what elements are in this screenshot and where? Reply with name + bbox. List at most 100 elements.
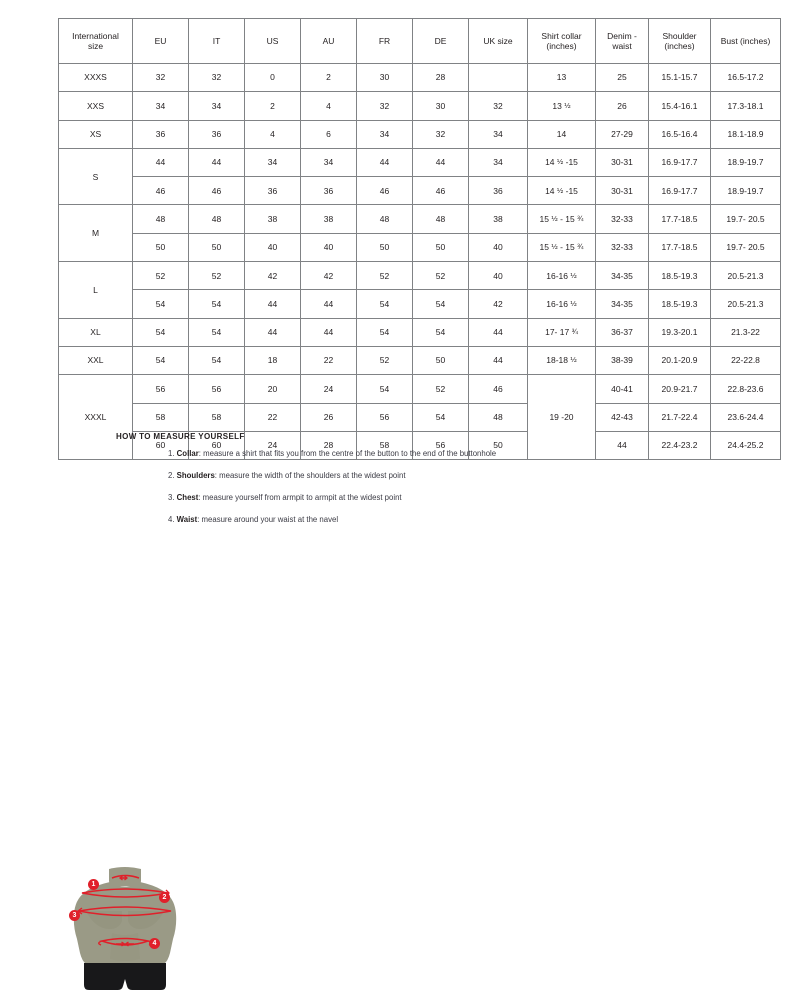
column-header-de: DE: [412, 18, 469, 64]
table-row: XL 54 54 44 44 54 54 44 17- 17 ¾ 36-37 19.3-20.1 21…: [58, 317, 781, 347]
cell-denim-waist: 36-37: [595, 317, 649, 347]
cell-uk-size: 34: [468, 119, 528, 149]
cell-it: 54: [188, 317, 245, 347]
cell-international-size: XXXS: [58, 62, 133, 93]
cell-shoulder: 16.5-16.4: [648, 119, 711, 149]
column-header-us: US: [244, 18, 301, 64]
cell-it: 54: [188, 345, 245, 376]
cell-fr: 58: [356, 430, 413, 461]
cell-shoulder: 21.7-22.4: [648, 402, 711, 432]
cell-fr: 50: [356, 232, 413, 263]
cell-fr: 30: [356, 62, 413, 93]
column-header-au: AU: [300, 18, 357, 64]
cell-shoulder: 17.7-18.5: [648, 204, 711, 234]
cell-us: 36: [244, 176, 301, 206]
how-to-measure-section: HOW TO MEASURE YOURSELF: [0, 424, 787, 990]
cell-fr: 54: [356, 317, 413, 347]
column-header-bust: Bust (inches): [710, 18, 781, 64]
cell-denim-waist: 40-41: [595, 374, 649, 404]
cell-eu: 58: [132, 402, 189, 432]
cell-de: 50: [412, 345, 469, 376]
cell-eu: 54: [132, 317, 189, 347]
cell-bust: 21.3-22: [710, 317, 781, 347]
cell-uk-size: 38: [468, 204, 528, 234]
cell-denim-waist: 26: [595, 91, 649, 121]
size-chart-table-container: International size EU IT US AU FR DE UK …: [58, 18, 781, 461]
mannequin-illustration: [62, 867, 188, 990]
cell-denim-waist: 30-31: [595, 147, 649, 178]
measure-number: 3.: [168, 493, 177, 503]
cell-us: 34: [244, 147, 301, 178]
badge-1-collar: 1: [88, 879, 99, 890]
measure-label: Waist: [176, 515, 198, 525]
cell-bust: 18.1-18.9: [710, 119, 781, 149]
cell-us: 44: [244, 317, 301, 347]
cell-au: 6: [300, 119, 357, 149]
cell-shoulder: 19.3-20.1: [648, 317, 711, 347]
table-row: S 44 44 34 34 44 44 34 14 ½ -15 30-31 16.9-17.7 18.…: [58, 147, 781, 206]
cell-de: 44: [412, 147, 469, 178]
cell-uk-size: 48: [468, 402, 528, 432]
cell-uk-size: 44: [468, 345, 528, 376]
cell-shirt-collar: 16-16 ½: [527, 289, 596, 319]
cell-eu: 50: [132, 232, 189, 263]
cell-fr: 46: [356, 176, 413, 206]
cell-bust: 17.3-18.1: [710, 91, 781, 121]
table-row: XXS 34 34 2 4 32 30 32 13 ½ 26 15.4-16.1 17.3-18.1: [58, 91, 781, 121]
cell-au: 2: [300, 62, 357, 93]
table-row: XXL 54 54 18 22 52 50 44 18-18 ½ 38-39 20.1-20.9 22…: [58, 345, 781, 376]
cell-shoulder: 20.9-21.7: [648, 374, 711, 404]
cell-au: 44: [300, 317, 357, 347]
cell-au: 26: [300, 402, 357, 432]
cell-it: 54: [188, 289, 245, 319]
measure-instruction-2: 2. Shoulders: measure the width of the s…: [168, 471, 728, 481]
cell-fr: 48: [356, 204, 413, 234]
cell-de: 54: [412, 317, 469, 347]
cell-shirt-collar: 16-16 ½: [527, 261, 596, 291]
cell-shirt-collar: 17- 17 ¾: [527, 317, 596, 347]
cell-eu: 52: [132, 261, 189, 291]
cell-us: 4: [244, 119, 301, 149]
cell-eu: 60: [132, 430, 189, 461]
cell-shoulder: 15.4-16.1: [648, 91, 711, 121]
cell-eu: 34: [132, 91, 189, 121]
cell-bust: 20.5-21.3: [710, 289, 781, 319]
cell-de: 32: [412, 119, 469, 149]
cell-it: 50: [188, 232, 245, 263]
size-chart-table: International size EU IT US AU FR DE UK …: [58, 18, 781, 461]
cell-de: 54: [412, 289, 469, 319]
cell-denim-waist: 27-29: [595, 119, 649, 149]
cell-shirt-collar: 13 ½: [527, 91, 596, 121]
cell-uk-size: 40: [468, 232, 528, 263]
cell-fr: 52: [356, 345, 413, 376]
cell-international-size: XXXL: [58, 374, 133, 461]
measure-number: 1.: [168, 449, 177, 458]
table-row: XS 36 36 4 6 34 32 34 14 27-29 16.5-16.4 18.1-18.9: [58, 119, 781, 149]
cell-shoulder: 16.9-17.7: [648, 147, 711, 178]
column-header-denim-waist: Denim - waist: [595, 18, 649, 64]
column-header-shirt-collar: Shirt collar (inches): [527, 18, 596, 64]
cell-au: 4: [300, 91, 357, 121]
cell-eu: 48: [132, 204, 189, 234]
header-line-2: (inches): [546, 41, 577, 51]
table-row: 54 54 44 44 54 54 42 16-16 ½ 34-35 18.5-19.3 20.5-…: [59, 289, 781, 319]
cell-bust: 18.9-19.7: [710, 147, 781, 178]
cell-uk-size: 46: [468, 374, 528, 404]
badge-3-chest: 3: [69, 910, 80, 921]
table-row: 46 46 36 36 46 46 36 14 ½ -15 30-31 16.9-17.7 18.9…: [59, 176, 781, 206]
cell-eu: 54: [132, 345, 189, 376]
cell-shoulder: 18.5-19.3: [648, 261, 711, 291]
header-line-2: size: [87, 41, 104, 51]
cell-shirt-collar: 15 ½ - 15 ¾: [527, 232, 596, 263]
cell-au: 36: [300, 176, 357, 206]
cell-international-size: S: [58, 147, 133, 206]
cell-fr: 44: [356, 147, 413, 178]
table-row: M 48 48 38 38 48 48 38 15 ½ - 15 ¾ 32-33 17.7-18.5…: [58, 204, 781, 263]
cell-it: 56: [188, 374, 245, 404]
how-to-measure-list: 1. Collar: measure a shirt that fits you…: [168, 449, 728, 537]
cell-de: 46: [412, 176, 469, 206]
cell-au: 34: [300, 147, 357, 178]
cell-denim-waist: 25: [595, 62, 649, 93]
measure-number: 4.: [168, 515, 177, 525]
table-header-row: International size EU IT US AU FR DE UK …: [58, 18, 781, 64]
